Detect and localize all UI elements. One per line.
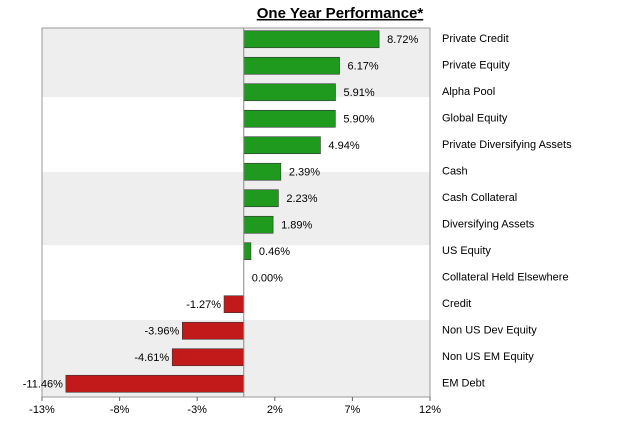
bar [243,136,321,155]
bar [243,30,380,49]
category-label: Credit [442,298,471,310]
x-tick-label: 2% [267,404,283,416]
bar [182,321,245,340]
value-label: -11.46% [23,379,63,391]
category-label: Non US EM Equity [442,351,534,363]
value-label: 5.90% [343,114,374,126]
value-label: -1.27% [186,299,221,311]
category-label: EM Debt [442,378,485,390]
category-label: Alpha Pool [442,86,495,98]
category-label: Private Equity [442,60,510,72]
bar [243,56,340,75]
category-label: Collateral Held Elsewhere [442,272,569,284]
bar [65,374,245,393]
bar [243,109,336,128]
category-label: Cash Collateral [442,192,517,204]
value-label: 0.00% [252,273,283,285]
value-label: -3.96% [144,326,179,338]
category-label: Cash [442,166,468,178]
band [42,172,430,245]
category-label: Diversifying Assets [442,219,535,231]
bar [223,295,245,314]
category-label: Private Credit [442,33,509,45]
category-label: Private Diversifying Assets [442,139,572,151]
bar [243,162,282,181]
bar [243,189,279,208]
bar [171,348,245,367]
bar [243,242,252,261]
x-tick-label: -3% [187,404,207,416]
x-tick-label: -8% [110,404,130,416]
value-label: 4.94% [328,140,359,152]
x-tick-label: -13% [29,404,55,416]
x-tick-label: 12% [419,404,441,416]
value-label: 2.39% [289,167,320,179]
value-label: 6.17% [348,61,379,73]
value-label: 8.72% [387,34,418,46]
chart-title: One Year Performance* [257,5,424,22]
bar [243,83,336,102]
value-label: 0.46% [259,246,290,258]
bar [243,215,274,234]
category-label: Global Equity [442,113,508,125]
value-label: 2.23% [286,193,317,205]
category-label: Non US Dev Equity [442,325,537,337]
value-label: 5.91% [343,87,374,99]
x-tick-label: 7% [344,404,360,416]
value-label: 1.89% [281,220,312,232]
value-label: -4.61% [134,352,169,364]
category-label: US Equity [442,245,491,257]
plot-border [41,27,431,398]
